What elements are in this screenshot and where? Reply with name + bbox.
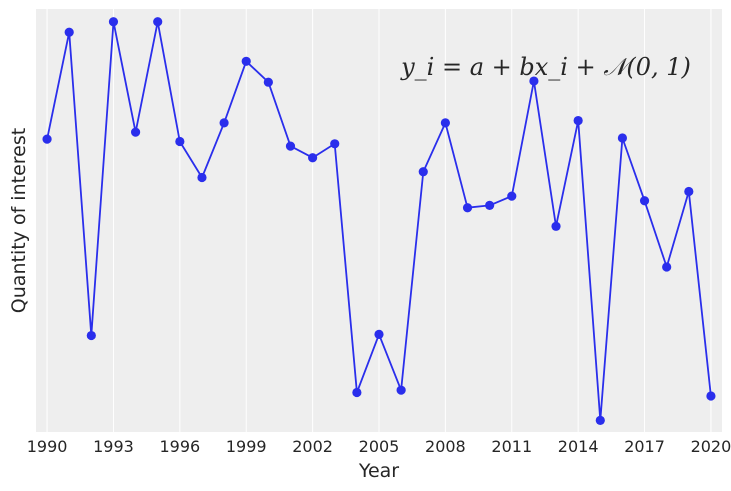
data-point (285, 141, 296, 151)
data-point (175, 136, 185, 147)
data-point (241, 56, 251, 66)
data-point (485, 200, 495, 210)
x-tick-label: 1999 (226, 437, 267, 456)
data-point (595, 415, 605, 425)
x-tick-label: 2020 (691, 437, 731, 456)
data-point (684, 186, 694, 197)
data-point (197, 172, 207, 183)
data-point (639, 196, 650, 206)
data-point (42, 134, 52, 144)
x-tick-label: 2008 (425, 437, 466, 456)
y-axis-label: Quantity of interest (8, 128, 30, 313)
x-ticks: 1990 1993 1996 1999 2002 2005 2008 2011 2014 2017… (27, 437, 731, 456)
data-point (529, 76, 539, 86)
data-point (330, 139, 340, 149)
x-tick-label: 2005 (359, 437, 400, 456)
x-tick-label: 2014 (558, 437, 599, 456)
data-point (662, 262, 672, 272)
data-point (374, 329, 384, 339)
x-tick-label: 2017 (624, 437, 665, 456)
series (42, 17, 716, 425)
data-point (462, 203, 473, 213)
data-point (418, 167, 428, 177)
x-axis-label: Year (358, 460, 399, 482)
data-point (706, 391, 716, 401)
data-point (86, 330, 96, 341)
data-point (617, 133, 628, 143)
data-point (551, 221, 561, 231)
x-tick-label: 1993 (93, 437, 134, 456)
x-tick-label: 1996 (159, 437, 200, 456)
data-point (153, 17, 163, 27)
data-point (64, 27, 74, 37)
equation-annotation: y_i = a + bx_i + 𝒩(0, 1) (400, 53, 691, 81)
data-point (263, 77, 273, 87)
data-point (507, 191, 517, 201)
data-point (219, 118, 229, 128)
data-point (352, 387, 362, 398)
grid (46, 9, 712, 432)
x-tick-label: 2011 (491, 437, 532, 456)
x-tick-label: 2002 (292, 437, 333, 456)
data-point (573, 115, 583, 126)
x-tick-label: 1990 (27, 437, 68, 456)
data-point (440, 118, 450, 128)
data-point (130, 127, 141, 137)
data-point (108, 17, 119, 27)
data-point (308, 153, 318, 163)
data-point (396, 385, 406, 395)
